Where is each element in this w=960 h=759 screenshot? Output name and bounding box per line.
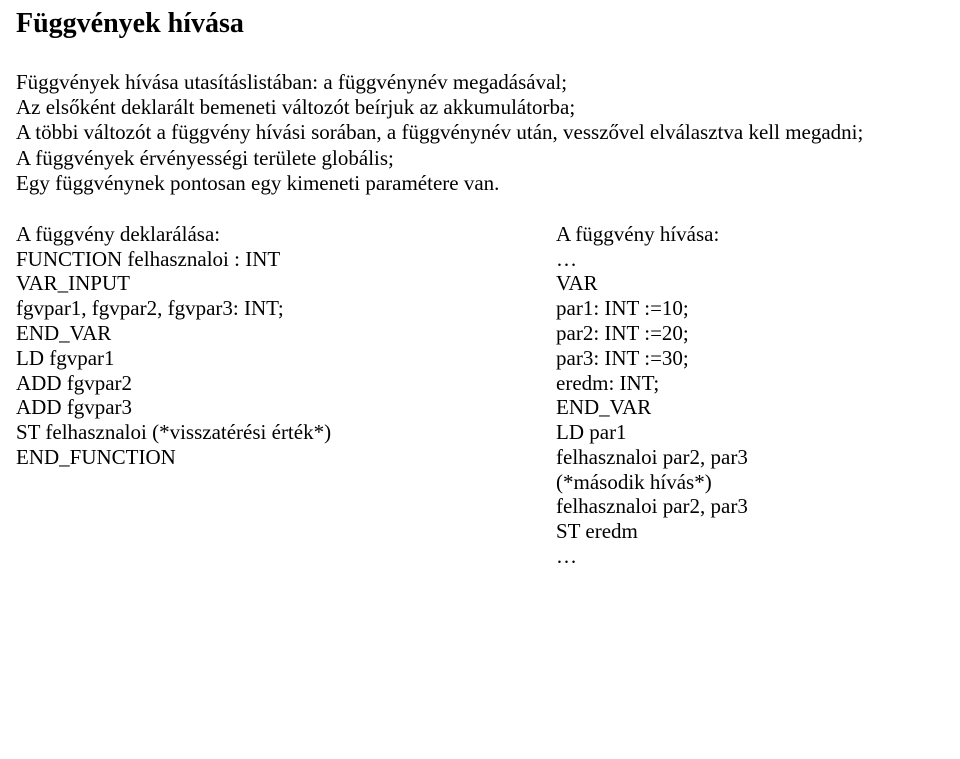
intro-line: Az elsőként deklarált bemeneti változót … — [16, 95, 575, 119]
code-line: par2: INT :=20; — [556, 321, 689, 345]
call-column: A függvény hívása: … VAR par1: INT :=10;… — [556, 222, 916, 569]
code-line: ADD fgvpar3 — [16, 395, 132, 419]
intro-line: A többi változót a függvény hívási soráb… — [16, 120, 863, 144]
code-line: (*második hívás*) — [556, 470, 712, 494]
code-line: … — [556, 247, 577, 271]
code-line: eredm: INT; — [556, 371, 659, 395]
code-line: LD par1 — [556, 420, 627, 444]
code-line: END_FUNCTION — [16, 445, 176, 469]
intro-paragraph: Függvények hívása utasításlistában: a fü… — [16, 70, 960, 196]
code-line: VAR — [556, 271, 598, 295]
declaration-column: A függvény deklarálása: FUNCTION felhasz… — [16, 222, 506, 569]
code-line: par3: INT :=30; — [556, 346, 689, 370]
code-line: END_VAR — [16, 321, 111, 345]
code-line: VAR_INPUT — [16, 271, 130, 295]
call-heading: A függvény hívása: — [556, 222, 916, 247]
intro-line: A függvények érvényességi területe globá… — [16, 146, 394, 170]
code-line: … — [556, 544, 577, 568]
intro-line: Függvények hívása utasításlistában: a fü… — [16, 70, 567, 94]
code-line: fgvpar1, fgvpar2, fgvpar3: INT; — [16, 296, 284, 320]
code-line: END_VAR — [556, 395, 651, 419]
code-line: par1: INT :=10; — [556, 296, 689, 320]
code-line: ST felhasznaloi (*visszatérési érték*) — [16, 420, 331, 444]
intro-line: Egy függvénynek pontosan egy kimeneti pa… — [16, 171, 499, 195]
code-line: ST eredm — [556, 519, 638, 543]
two-column-layout: A függvény deklarálása: FUNCTION felhasz… — [16, 222, 960, 569]
call-code: … VAR par1: INT :=10; par2: INT :=20; pa… — [556, 247, 916, 569]
page-title: Függvények hívása — [16, 8, 960, 40]
code-line: felhasznaloi par2, par3 — [556, 494, 748, 518]
code-line: felhasznaloi par2, par3 — [556, 445, 748, 469]
declaration-code: FUNCTION felhasznaloi : INT VAR_INPUT fg… — [16, 247, 506, 470]
code-line: LD fgvpar1 — [16, 346, 115, 370]
declaration-heading: A függvény deklarálása: — [16, 222, 506, 247]
code-line: FUNCTION felhasznaloi : INT — [16, 247, 280, 271]
code-line: ADD fgvpar2 — [16, 371, 132, 395]
